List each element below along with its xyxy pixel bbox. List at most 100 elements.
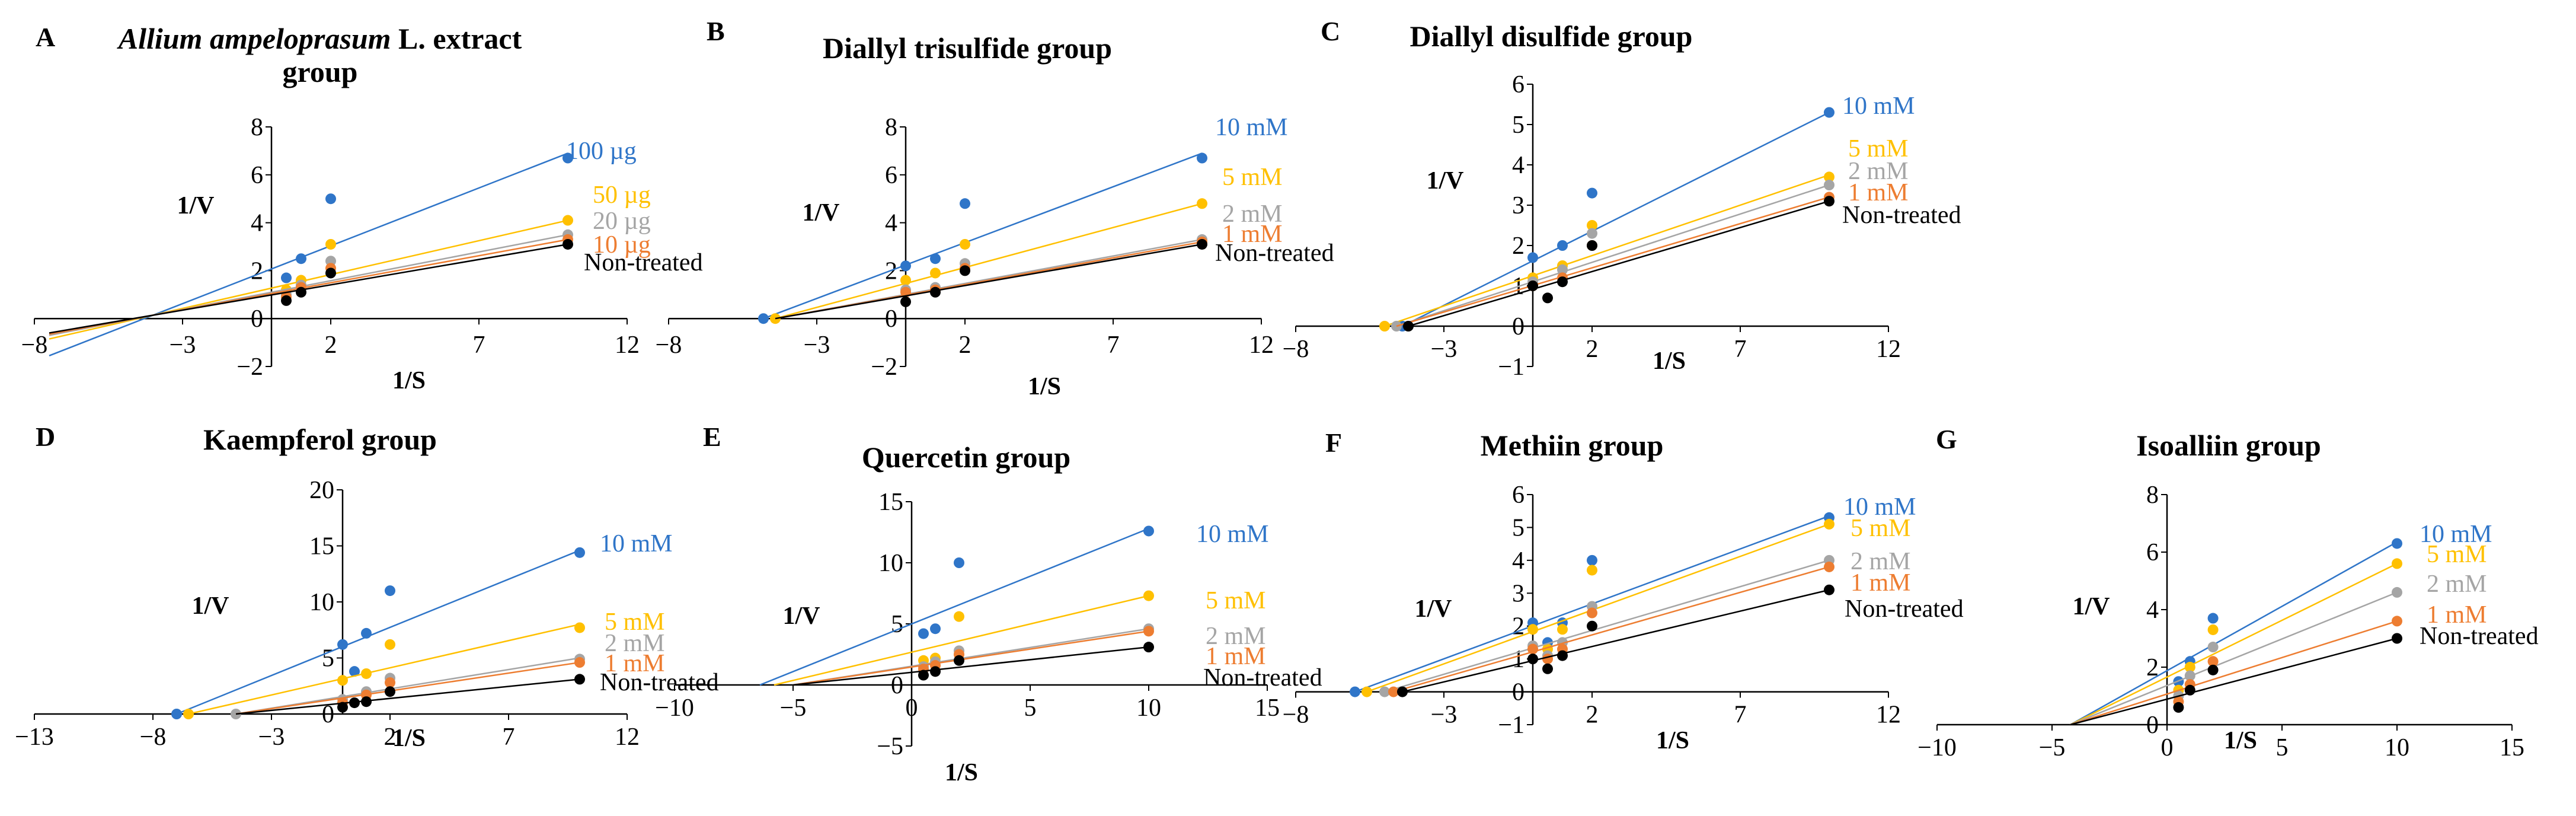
panel-c-xtick-label: 7 <box>1734 336 1747 363</box>
panel-g-series-5-mm-point <box>2392 558 2402 569</box>
panel-f-xtick-label: 2 <box>1586 702 1599 729</box>
panel-f-series-5-mm-label: 5 mM <box>1850 515 1911 542</box>
panel-d-series-1-mm-point <box>385 677 395 689</box>
panel-d-series-10-mm-label: 10 mM <box>600 530 673 557</box>
panel-d-xtick-label: −8 <box>140 723 167 751</box>
panel-d-series-non-treated-point <box>574 674 585 685</box>
panel-c-ytick-label: 3 <box>1512 192 1524 219</box>
panel-f-series-2-mm-label: 2 mM <box>1850 548 1911 575</box>
panel-b-series-5-mm-point <box>1197 198 1207 209</box>
panel-g-ytick-label: 0 <box>2146 712 2159 739</box>
panel-e-series-10-mm-point <box>954 557 964 568</box>
panel-g-series-non-treated-point <box>2207 664 2219 675</box>
panel-d-ytick-label: 0 <box>322 701 334 728</box>
panel-a-series-100-g-point <box>281 272 292 283</box>
panel-g-ytick-label: 4 <box>2146 597 2159 624</box>
panel-c-series-5-mm-point <box>1824 171 1834 183</box>
panel-d-ytick-label: 20 <box>309 477 334 504</box>
panel-a-series-10-g-label: 10 µg <box>593 231 651 259</box>
panel-c-series-5-mm-label: 5 mM <box>1848 135 1909 162</box>
panel-f-xtick-label: 7 <box>1734 702 1747 729</box>
panel-c-ytick-label: 5 <box>1512 111 1524 139</box>
panel-c-series-non-treated-point <box>1527 280 1538 291</box>
panel-c-xtick-label: 2 <box>1586 336 1599 363</box>
panel-d-y-axis-label: 1/V <box>192 592 229 620</box>
panel-f-series-5-mm-point <box>1361 686 1372 697</box>
panel-f-series-non-treated-label: Non-treated <box>1845 595 1964 623</box>
panel-c-ytick-label: 0 <box>1512 313 1524 340</box>
panel-f-ytick-label: 0 <box>1512 679 1524 706</box>
panel-c-ytick-label: 6 <box>1512 71 1524 98</box>
panel-b-series-5-mm-trendline <box>775 203 1203 320</box>
panel-g-series-10-mm: 10 mM <box>2070 521 2492 726</box>
panel-b-xtick-label: 12 <box>1249 332 1274 359</box>
panel-d-series-10-mm-trendline <box>176 549 580 715</box>
panel-d-xtick-label: 2 <box>384 723 397 751</box>
panel-f-series-non-treated: Non-treated <box>1397 584 1964 697</box>
panel-d-series-10-mm-point <box>361 627 372 639</box>
panel-e-xtick-label: 15 <box>1255 694 1280 722</box>
panel-f-ytick-label: 4 <box>1512 547 1524 575</box>
panel-f-xtick-label: 12 <box>1876 702 1901 729</box>
panel-b-xtick-label: 2 <box>959 332 971 359</box>
panel-g-xtick-label: 5 <box>2276 734 2289 761</box>
panel-b-series-non-treated-trendline <box>775 243 1203 320</box>
panel-g-series-5-mm: 5 mM <box>2070 541 2487 726</box>
panel-g-series-10-mm-trendline <box>2070 541 2398 726</box>
panel-g-series-non-treated-point <box>2184 684 2195 696</box>
panel-c-xtick-label: −8 <box>1283 336 1309 363</box>
panel-f-series-non-treated-point <box>1542 663 1553 674</box>
panel-d-series-1-mm: 1 mM <box>235 650 665 715</box>
panel-e-series-2-mm-label: 2 mM <box>1206 623 1266 650</box>
panel-f-series-5-mm-trendline <box>1366 523 1830 693</box>
panel-a-series-non-treated-point <box>281 295 292 306</box>
panel-d-series-5-mm-point <box>337 675 348 686</box>
panel-c-series-1-mm-label: 1 mM <box>1848 179 1909 206</box>
panel-f-series-2-mm-trendline <box>1384 559 1830 693</box>
panel-f-x-axis-label: 1/S <box>1656 727 1689 754</box>
panel-f-ytick-label: 1 <box>1512 646 1524 673</box>
panel-b-xtick-label: −3 <box>804 332 830 359</box>
panel-g-series-5-mm-label: 5 mM <box>2427 541 2487 568</box>
panel-g-series-5-mm-point <box>2184 662 2195 672</box>
panel-c-series-non-treated-trendline <box>1408 200 1830 327</box>
panel-g-series-2-mm-point <box>2184 670 2195 681</box>
panel-b-ytick-label: 6 <box>885 162 897 189</box>
panel-f-series-1-mm-point <box>1527 643 1538 655</box>
panel-d-ytick-label: 10 <box>309 589 334 616</box>
panel-e-series-1-mm-trendline <box>792 630 1149 686</box>
panel-d-series-non-treated: Non-treated <box>235 669 719 715</box>
panel-c-series-5-mm-trendline <box>1384 174 1830 327</box>
panel-a-series-100-g: 100 µg <box>49 138 637 356</box>
panel-a-ytick-label: 0 <box>251 305 263 333</box>
panel-f-series-non-treated-trendline <box>1402 589 1830 693</box>
panel-g-letter: G <box>1936 424 1957 454</box>
panel-b-series-10-mm-point <box>1197 152 1207 164</box>
panel-f-series-10-mm-label: 10 mM <box>1843 493 1916 521</box>
panel-d-series-5-mm-trendline <box>188 623 580 715</box>
panel-b-series-5-mm-point <box>960 238 970 250</box>
panel-f-ytick-label: 5 <box>1512 514 1524 541</box>
panel-e-ytick-label: −5 <box>877 733 903 760</box>
panel-c-series-2-mm-label: 2 mM <box>1848 158 1909 185</box>
panel-d-series-5-mm-point <box>361 668 372 679</box>
panel-b-ytick-label: 4 <box>885 210 897 237</box>
panel-a-series-non-treated-point <box>296 286 306 298</box>
panel-a-title: Allium ampeloprasum L. extract <box>117 22 522 55</box>
panel-e-y-axis-label: 1/V <box>783 603 820 630</box>
panel-e-xtick-label: −5 <box>780 694 807 722</box>
panel-b-y-axis-label: 1/V <box>803 199 840 227</box>
panel-e-series-5-mm-label: 5 mM <box>1206 587 1266 614</box>
panel-a-ytick-label: 8 <box>251 114 263 141</box>
panel-g-series-non-treated-point <box>2392 633 2402 644</box>
panel-e-series-5-mm-trendline <box>774 595 1149 686</box>
panel-e-series-non-treated: Non-treated <box>792 642 1322 691</box>
panel-g-series-5-mm-point <box>2207 624 2219 635</box>
panel-f-y-axis-label: 1/V <box>1415 595 1452 623</box>
panel-a-series-100-g-point <box>325 193 336 205</box>
panel-f-series-non-treated-point <box>1557 650 1568 661</box>
panel-b-ytick-label: −2 <box>871 353 897 381</box>
panel-b-series-5-mm-point <box>930 267 941 279</box>
panel-g-series-1-mm-point <box>2207 656 2219 667</box>
panel-f-series-5-mm-point <box>1587 565 1597 576</box>
